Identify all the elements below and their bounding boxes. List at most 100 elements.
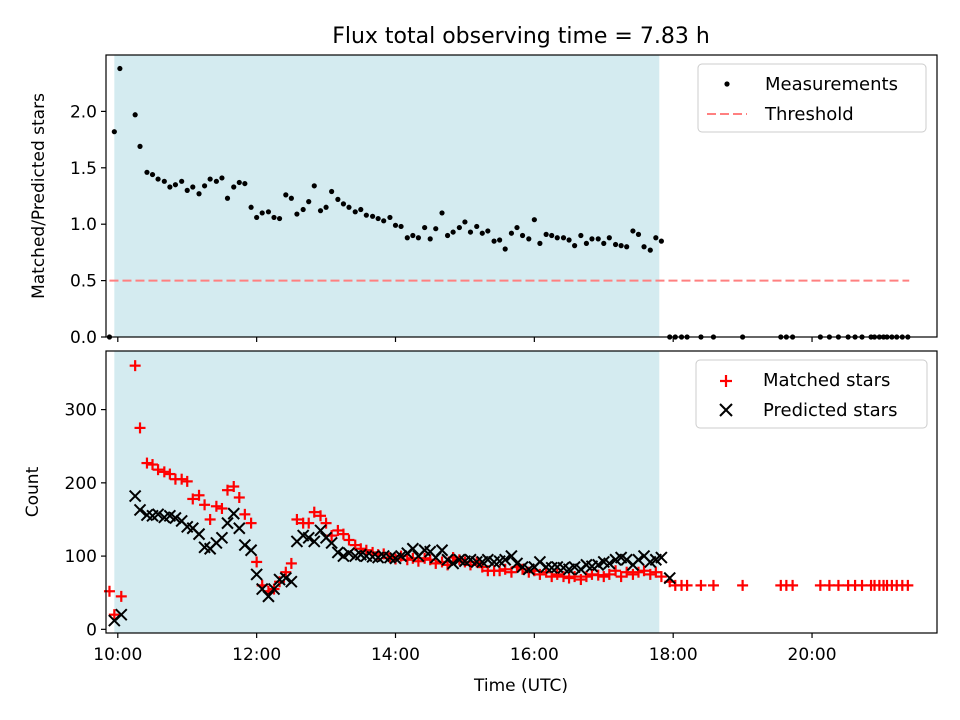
measurement-point: [213, 178, 219, 184]
matched-star-point: [228, 481, 240, 493]
measurement-point: [248, 204, 254, 210]
matched-star-point: [603, 568, 615, 580]
ratio-y-axis-label: Matched/Predicted stars: [29, 93, 49, 299]
matched-star-point: [147, 459, 159, 471]
predicted-star-point: [498, 553, 512, 566]
matched-star-point: [563, 572, 575, 584]
measurement-point: [578, 232, 584, 239]
measurement-point: [317, 208, 324, 214]
measurement-point: [595, 236, 601, 242]
x-tick-label: 14:00: [371, 645, 420, 665]
matched-star-point: [199, 499, 211, 511]
ratio-y-tick-label: 2.0: [70, 102, 97, 122]
x-tick-label: 20:00: [788, 645, 837, 665]
predicted-star-point: [151, 508, 165, 521]
predicted-star-point: [128, 489, 142, 503]
x-tick-label: 16:00: [510, 645, 559, 665]
measurement-point: [224, 195, 231, 201]
predicted-star-point: [435, 544, 449, 557]
matched-star-point: [308, 506, 320, 518]
matched-star-point: [592, 569, 604, 581]
matched-star-point: [902, 579, 914, 591]
ratio-legend-box: [697, 63, 927, 133]
predicted-stars-points: [108, 489, 676, 627]
predicted-star-point: [394, 549, 408, 563]
predicted-star-point: [221, 516, 234, 530]
predicted-star-point: [470, 555, 483, 569]
measurement-point: [444, 232, 451, 239]
ratio-y-tick-label: 1.5: [70, 159, 97, 179]
matched-star-point: [233, 491, 245, 503]
matched-star-point: [615, 571, 627, 583]
matched-star-point: [349, 539, 361, 551]
count-y-tick-label: 0: [86, 620, 97, 640]
measurement-point: [231, 184, 237, 190]
measurement-point: [352, 209, 358, 215]
legend-measurements-label: Measurements: [765, 74, 898, 95]
measurement-point: [422, 224, 428, 231]
measurement-point: [375, 215, 381, 222]
measurement-point: [647, 247, 653, 253]
measurement-point: [219, 175, 225, 181]
matched-star-point: [695, 579, 707, 591]
measurement-point: [276, 215, 283, 222]
matched-star-point: [129, 360, 141, 372]
matched-star-point: [610, 565, 622, 577]
matched-star-point: [181, 475, 193, 487]
measurement-point: [381, 218, 387, 224]
matched-star-point: [320, 517, 332, 529]
matched-star-point: [355, 543, 367, 555]
measurement-point: [456, 224, 462, 231]
measurement-point: [283, 192, 289, 198]
matched-star-point: [187, 493, 199, 505]
matched-star-point: [787, 579, 799, 591]
measurement-point: [427, 236, 433, 242]
measurement-point: [641, 244, 647, 250]
measurement-point: [549, 232, 555, 239]
measurement-point: [583, 240, 590, 246]
predicted-star-point: [262, 590, 275, 603]
measurement-point: [433, 226, 439, 232]
measurement-point: [450, 229, 456, 235]
measurement-point: [589, 236, 595, 242]
predicted-star-point: [406, 542, 420, 555]
measurement-point: [474, 223, 480, 230]
measurement-point: [323, 204, 329, 210]
matched-star-point: [285, 557, 297, 569]
measurement-point: [155, 176, 161, 182]
measurement-point: [606, 235, 612, 241]
matched-star-point: [430, 557, 442, 569]
measurement-point: [329, 188, 335, 195]
count-legend: Matched stars Predicted stars: [695, 359, 928, 429]
predicted-star-point: [663, 571, 676, 585]
measurement-point: [369, 213, 376, 219]
count-x-ticks: 10:00 12:00 14:00 16:00 18:00 20:00: [93, 633, 837, 665]
x-tick-label: 10:00: [93, 645, 142, 665]
measurement-point: [491, 238, 497, 244]
matched-star-point: [245, 517, 257, 529]
measurement-point: [132, 112, 138, 118]
matched-star-point: [280, 566, 292, 578]
predicted-star-point: [446, 557, 460, 570]
measurement-point: [387, 214, 393, 221]
matched-star-point: [737, 579, 749, 591]
measurement-point: [254, 214, 260, 221]
measurement-point: [167, 184, 173, 190]
measurement-point: [144, 169, 150, 175]
chart-title: Flux total observing time = 7.83 h: [332, 24, 710, 49]
predicted-star-point: [250, 568, 263, 581]
ratio-y-tick-label: 1.0: [70, 215, 97, 235]
predicted-star-point: [192, 527, 206, 541]
measurement-point: [236, 179, 242, 186]
predicted-star-point: [325, 536, 338, 550]
predicted-star-point: [302, 531, 315, 544]
measurement-point: [294, 211, 300, 217]
measurement-point: [201, 183, 208, 189]
measurement-point: [658, 238, 664, 244]
measurement-point: [184, 187, 190, 193]
measurement-point: [363, 212, 369, 218]
measurement-point: [485, 228, 491, 234]
measurement-point: [572, 243, 578, 249]
count-y-ticks: 0 100 200 300: [65, 401, 106, 640]
measurement-point: [543, 231, 549, 237]
